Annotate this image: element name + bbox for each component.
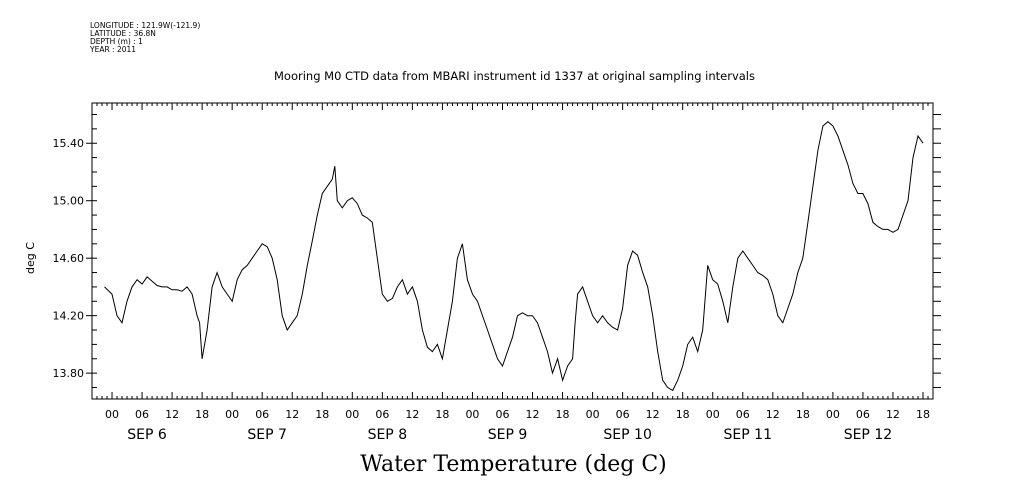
x-axis-title: Water Temperature (deg C): [360, 452, 667, 477]
x-tick-label: 00: [105, 408, 119, 421]
x-tick-label: 12: [886, 408, 900, 421]
plot-frame: [91, 102, 934, 400]
x-tick-label: 00: [586, 408, 600, 421]
x-tick-label: 18: [435, 408, 449, 421]
y-tick-label: 15.40: [53, 137, 85, 150]
y-axis-label: deg C: [24, 242, 37, 274]
x-tick-label: 12: [526, 408, 540, 421]
day-label: SEP 8: [368, 427, 408, 443]
x-tick-label: 00: [225, 408, 239, 421]
x-tick-label: 06: [736, 408, 750, 421]
x-tick-label: 18: [796, 408, 810, 421]
tick-marks: [91, 103, 941, 399]
y-tick-labels: 13.80 14.20 14.60 15.00 15.40: [53, 137, 92, 380]
y-tick-label: 15.00: [53, 195, 85, 208]
x-tick-label: 18: [315, 408, 329, 421]
year-text: YEAR : 2011: [90, 45, 137, 54]
day-label: SEP 10: [603, 427, 651, 443]
x-tick-label: 06: [616, 408, 630, 421]
y-tick-label: 14.60: [53, 252, 85, 265]
x-tick-label: 06: [495, 408, 509, 421]
x-tick-label: 12: [766, 408, 780, 421]
day-label: SEP 9: [488, 427, 528, 443]
y-tick-label: 14.20: [53, 310, 85, 323]
day-label: SEP 12: [844, 427, 892, 443]
x-tick-label: 18: [195, 408, 209, 421]
day-label: SEP 11: [724, 427, 772, 443]
x-tick-label: 06: [255, 408, 269, 421]
x-tick-label: 18: [556, 408, 570, 421]
metadata-block: LONGITUDE : 121.9W(-121.9) LATITUDE : 36…: [90, 22, 200, 54]
x-tick-label: 00: [465, 408, 479, 421]
x-tick-label: 18: [676, 408, 690, 421]
x-tick-label: 06: [375, 408, 389, 421]
day-label: SEP 6: [127, 427, 167, 443]
y-tick-label: 13.80: [53, 367, 85, 380]
longitude-text: LONGITUDE : 121.9W(-121.9): [90, 21, 201, 30]
x-tick-label: 12: [285, 408, 299, 421]
latitude-text: LATITUDE : 36.8N: [90, 29, 156, 38]
x-tick-label: 12: [405, 408, 419, 421]
x-tick-label: 12: [646, 408, 660, 421]
x-tick-label: 12: [165, 408, 179, 421]
chart-title: Mooring M0 CTD data from MBARI instrumen…: [274, 69, 755, 83]
x-tick-label: 06: [135, 408, 149, 421]
temperature-line: [104, 121, 924, 392]
x-tick-label: 00: [706, 408, 720, 421]
x-tick-label: 00: [826, 408, 840, 421]
x-tick-label: 06: [856, 408, 870, 421]
x-tick-label: 18: [916, 408, 930, 421]
x-tick-labels: 00 06 12 18 00 06 12 18 00 06 12 18 00 06 12 18 00 06 12 18…: [105, 408, 930, 421]
x-tick-label: 00: [345, 408, 359, 421]
depth-text: DEPTH (m) : 1: [90, 37, 143, 46]
day-labels: SEP 6 SEP 7 SEP 8 SEP 9 SEP 10 SEP 11 SEP 12: [127, 427, 892, 443]
day-label: SEP 7: [247, 427, 287, 443]
